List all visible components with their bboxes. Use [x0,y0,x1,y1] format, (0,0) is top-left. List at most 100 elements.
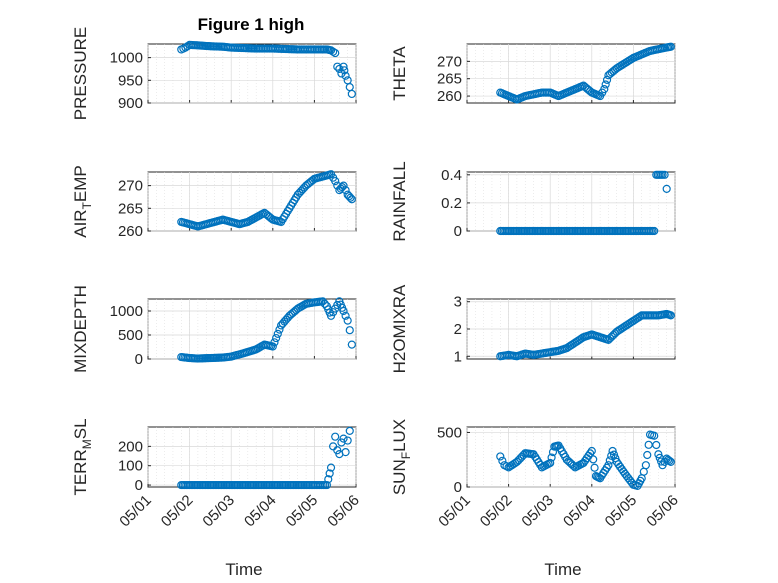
axes-box [147,426,357,488]
y-tick-label: 1000 [110,50,143,67]
data-point [641,461,650,470]
data-point [346,193,355,202]
x-tick-label: 05/06 [643,492,682,531]
data-point [341,311,350,320]
data-point [496,452,505,461]
data-point [343,316,352,325]
data-point [339,62,348,71]
data-point [331,176,340,186]
data-point [331,432,340,441]
y-tick-label: 0 [454,479,462,496]
data-point [650,431,659,440]
subplot-air-temp: 260 265 270 AIRTEMP [71,165,357,240]
data-point [326,463,336,472]
data-point [587,446,596,456]
data-point [339,306,348,316]
data-point [341,71,350,80]
data-point [331,48,340,58]
x-axis-label: Time [225,560,262,579]
y-tick-label: 0.4 [441,167,462,184]
y-tick-label: 1 [454,348,462,365]
data-point [341,448,350,457]
x-tick-label: 05/02 [158,492,197,531]
data-point [268,342,277,351]
data-point [498,456,507,465]
x-tick-label: 05/01 [435,492,474,531]
data-point [273,329,282,338]
data-point [654,450,663,459]
data-point [275,325,284,334]
y-axis-label: AIRTEMP [71,165,94,238]
data-point [335,64,344,74]
x-tick-label: 05/05 [283,492,322,531]
subplot-sun-flux: 0 500 SUNFLUX 05/01 05/02 05/03 05/04 05/05 05/0… [390,419,682,579]
data-point [343,436,352,445]
subplot-pressure: 900 950 1000 PRESSURE [71,27,357,121]
x-tick-label: 05/01 [116,492,155,531]
data-point [546,458,555,468]
data-point [662,184,671,193]
y-tick-label: 270 [118,178,143,195]
y-axis-label: THETA [390,46,409,101]
data-point [608,446,617,456]
y-tick-label: 500 [437,424,462,441]
x-tick-label: 05/02 [477,492,516,531]
data-point [347,340,356,349]
y-tick-label: 200 [118,438,143,455]
y-tick-label: 0.2 [441,195,462,212]
data-point [547,453,556,462]
data-point [270,338,279,347]
data-point [601,80,610,89]
x-tick-label: 05/06 [324,492,363,531]
data-point [272,333,281,343]
data-point [339,181,348,190]
data-point [652,440,661,450]
y-axis-label: PRESSURE [71,27,90,121]
figure-title: Figure 1 high [198,15,305,34]
data-point [600,85,609,94]
y-tick-label: 265 [437,71,462,88]
data-point [326,46,336,55]
x-tick-label: 05/03 [199,492,238,531]
data-point [324,475,333,484]
y-tick-label: 260 [437,88,462,105]
y-tick-label: 260 [118,223,143,240]
data-point [347,89,356,99]
y-tick-label: 270 [437,53,462,70]
data-point [643,450,652,460]
data-point [590,463,599,472]
data-point [329,47,338,56]
data-point [325,469,334,478]
y-axis-label: MIXDEPTH [71,285,90,373]
data-point [644,440,653,449]
y-axis-label: TERRMSL [71,418,94,495]
axes-box [147,43,357,104]
data-point [666,311,675,320]
data-point [589,455,598,464]
data-point [340,66,349,75]
subplot-h2omixra: 1 2 3 H2OMIXRA [390,284,676,373]
subplot-mixdepth: 0 500 1000 MIXDEPTH [71,285,357,373]
y-tick-label: 950 [118,72,143,89]
y-tick-label: 265 [118,200,143,217]
y-tick-label: 1000 [110,303,143,320]
data-point [345,426,354,435]
x-tick-label: 05/04 [241,492,280,531]
y-tick-label: 500 [118,327,143,344]
subplot-rainfall: 0 0.2 0.4 RAINFALL [390,161,676,242]
y-tick-label: 900 [118,95,143,112]
data-point [666,457,675,467]
data-point [347,195,356,204]
data-point [339,434,348,443]
x-tick-label: 05/05 [602,492,641,531]
x-axis-label: Time [544,560,581,579]
data-point [333,446,342,455]
data-point [665,456,674,465]
y-axis-label: SUNFLUX [390,419,413,495]
data-point [318,297,327,306]
subplot-terr-msl: 0 100 200 TERRMSL 05/01 05/02 05/03 05/04 05/05 0… [71,418,363,579]
data-point [333,62,342,71]
axes-box [466,171,676,232]
x-tick-label: 05/03 [518,492,557,531]
